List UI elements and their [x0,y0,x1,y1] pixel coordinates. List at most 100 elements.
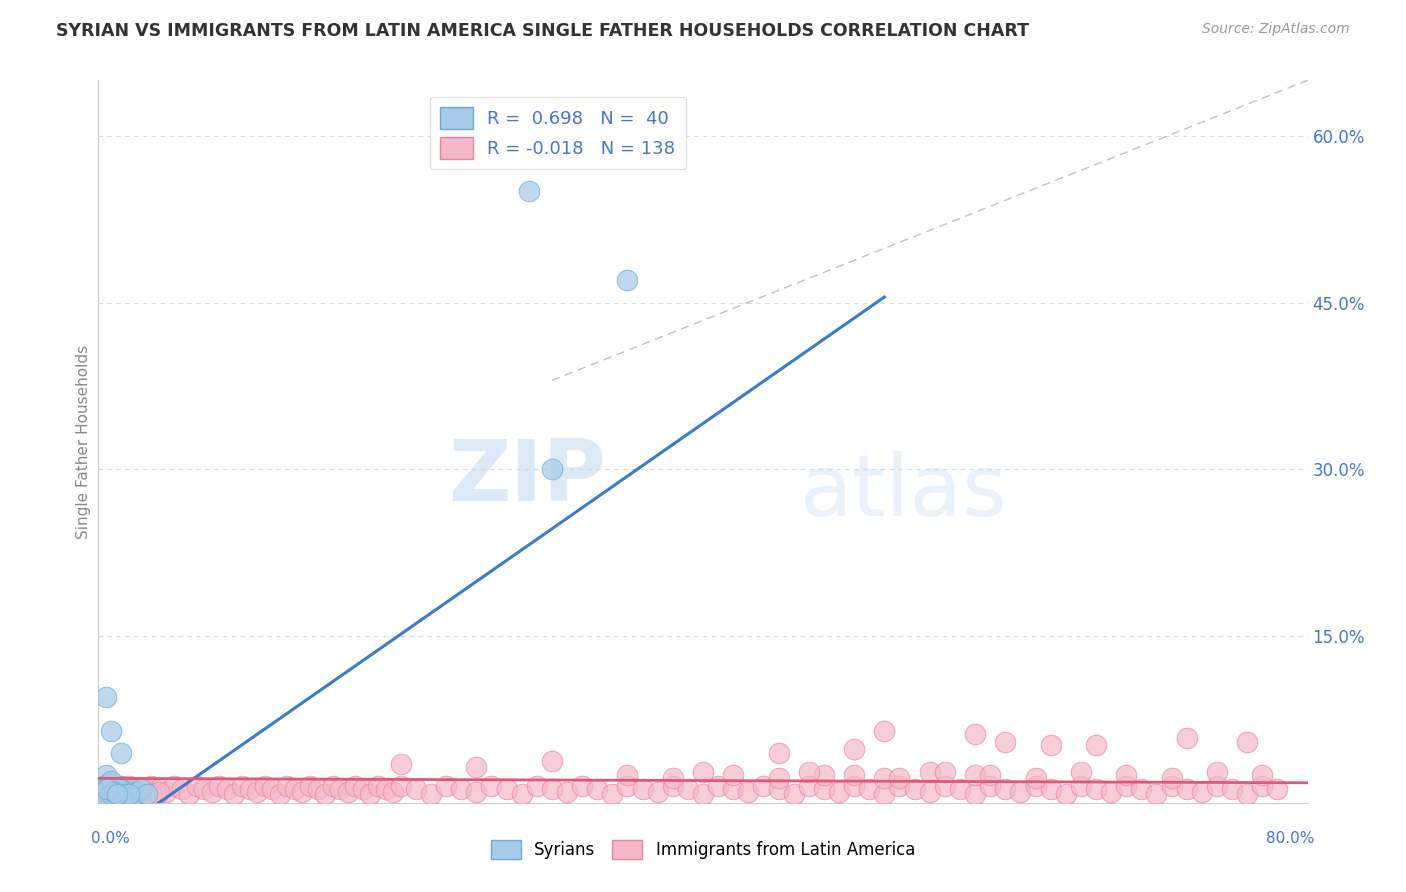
Point [994,734,1017,748]
Point [118,787,141,801]
Point [1144,787,1167,801]
Point [723,768,745,782]
Point [246,785,269,799]
Point [1206,764,1229,779]
Point [434,779,457,793]
Point [571,779,593,793]
Point [163,779,186,793]
Point [269,787,291,801]
Point [148,782,170,797]
Text: ZIP: ZIP [449,436,606,519]
Point [132,782,155,797]
Point [179,787,201,801]
Point [1206,779,1229,793]
Point [103,787,125,801]
Point [262,782,284,797]
Text: 0.0%: 0.0% [91,831,131,846]
Point [540,782,562,797]
Point [103,787,125,801]
Point [1085,782,1108,797]
Point [108,782,131,797]
Point [586,782,609,797]
Point [1039,782,1062,797]
Point [889,779,911,793]
Point [103,782,125,797]
Point [873,787,896,801]
Point [783,787,806,801]
Point [517,185,540,199]
Point [94,768,117,782]
Point [352,782,374,797]
Point [495,782,517,797]
Point [616,273,638,287]
Point [676,782,699,797]
Point [631,782,654,797]
Point [291,785,314,799]
Point [965,787,987,801]
Point [768,772,790,786]
Point [1039,738,1062,752]
Point [934,779,956,793]
Point [1115,779,1137,793]
Point [118,779,141,793]
Point [253,779,276,793]
Point [107,779,129,793]
Point [873,772,896,786]
Point [1251,768,1274,782]
Text: 80.0%: 80.0% [1267,831,1315,846]
Point [692,764,714,779]
Point [148,785,170,799]
Point [135,787,157,801]
Point [239,782,262,797]
Point [336,785,359,799]
Point [979,779,1001,793]
Point [647,785,669,799]
Point [100,723,122,738]
Point [231,779,253,793]
Point [1024,779,1046,793]
Point [96,782,118,797]
Point [284,782,307,797]
Point [737,785,759,799]
Point [382,785,405,799]
Point [918,764,941,779]
Point [889,772,911,786]
Point [389,756,412,771]
Point [155,785,177,799]
Point [121,790,143,805]
Point [1236,734,1258,748]
Point [129,782,152,797]
Point [314,787,336,801]
Point [215,782,238,797]
Point [1070,779,1092,793]
Point [1010,785,1032,799]
Point [105,787,128,801]
Point [307,782,329,797]
Point [100,773,122,788]
Point [904,782,927,797]
Point [510,787,533,801]
Point [193,782,215,797]
Point [118,785,141,799]
Text: SYRIAN VS IMMIGRANTS FROM LATIN AMERICA SINGLE FATHER HOUSEHOLDS CORRELATION CHA: SYRIAN VS IMMIGRANTS FROM LATIN AMERICA … [56,22,1029,40]
Point [208,779,231,793]
Point [224,787,246,801]
Point [1160,779,1182,793]
Point [344,779,367,793]
Point [201,785,224,799]
Point [141,787,163,801]
Point [994,782,1017,797]
Point [873,723,896,738]
Point [768,782,790,797]
Point [1267,782,1289,797]
Point [616,768,638,782]
Point [526,779,548,793]
Point [661,779,683,793]
Point [616,779,638,793]
Point [1236,787,1258,801]
Point [934,764,956,779]
Point [125,785,148,799]
Legend: R =  0.698   N =  40, R = -0.018   N = 138: R = 0.698 N = 40, R = -0.018 N = 138 [430,96,686,169]
Point [1130,782,1153,797]
Point [1175,782,1198,797]
